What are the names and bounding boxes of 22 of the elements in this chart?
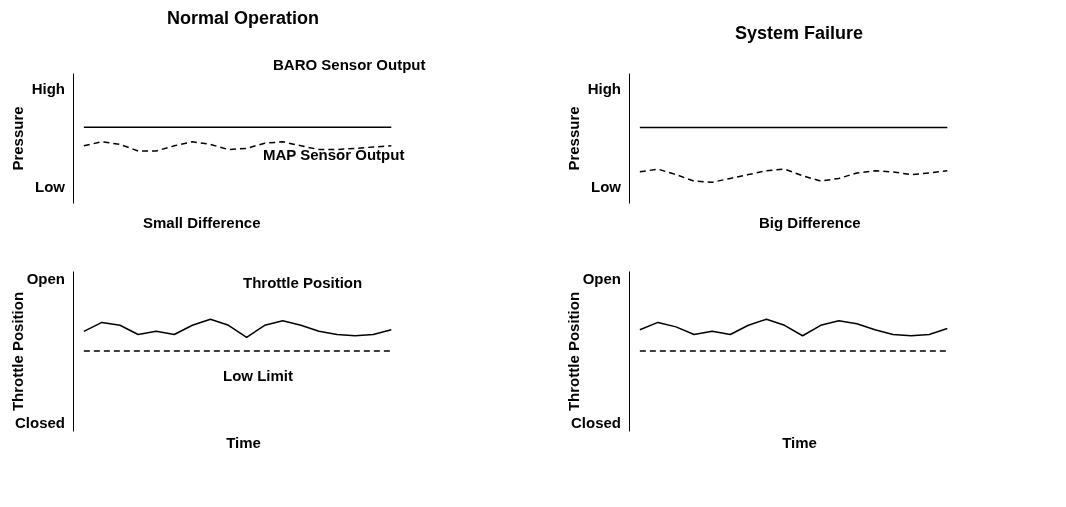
text: BARO Sensor Output	[273, 56, 426, 73]
text: Open	[26, 270, 65, 287]
text: Closed	[14, 414, 65, 431]
text: Big Difference	[759, 214, 861, 231]
chart-title: System Failure	[734, 23, 864, 43]
text: Low	[35, 178, 66, 195]
text: Low Limit	[223, 367, 293, 384]
text: Open	[582, 270, 621, 287]
y-axis-title: Pressure	[564, 106, 582, 171]
y-axis-title: Throttle Position	[564, 291, 582, 412]
text: High	[31, 80, 65, 97]
chart-title: Normal Operation	[166, 8, 320, 28]
text: Low	[591, 178, 622, 195]
y-axis-title: Pressure	[8, 106, 26, 171]
x-axis-title: Time	[782, 433, 817, 451]
text: Throttle Position	[243, 274, 363, 291]
y-axis-title: Throttle Position	[8, 291, 26, 412]
text: Small Difference	[143, 214, 261, 231]
x-axis-title: Time	[226, 433, 261, 451]
text: High	[587, 80, 621, 97]
annotation: MAP Sensor Output	[263, 146, 405, 163]
text: Closed	[570, 414, 621, 431]
